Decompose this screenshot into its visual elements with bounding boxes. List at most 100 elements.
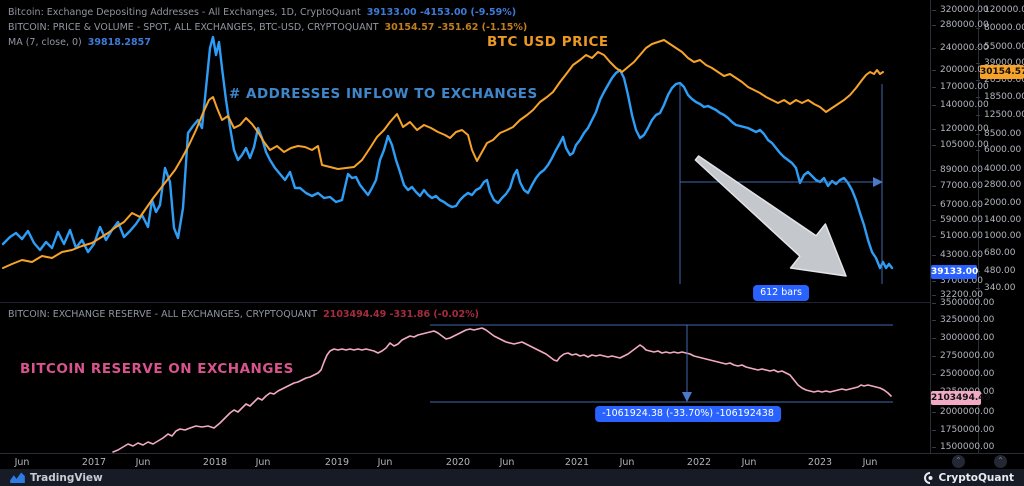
time-axis[interactable]: ⌃ ⌃ Jun 2017 Jun 2018 Jun 2019 Jun 2020 Jun 2021 J… — [0, 453, 1024, 470]
axis-tick-label: 2000.00 — [975, 198, 1022, 208]
axis-tick-label: 51000.00 — [932, 231, 983, 241]
axis-tick-label: 2018 — [202, 457, 228, 468]
measure-arrowhead-icon — [873, 177, 883, 187]
axis-tick-label: Jun — [741, 457, 757, 468]
axis-tick-label: 2021 — [564, 457, 590, 468]
legend-label: BITCOIN: PRICE & VOLUME - SPOT, ALL EXCH… — [8, 22, 379, 33]
legend-value: 39133.00 -4153.00 (-9.59%) — [366, 7, 517, 18]
axis-tick-label: 43000.00 — [932, 250, 983, 260]
scale-collapse-button[interactable]: ⌃ — [952, 455, 965, 468]
axis-tick-label: 12500.00 — [976, 110, 1024, 120]
legend-label: BITCOIN: EXCHANGE RESERVE - ALL EXCHANGE… — [8, 309, 318, 320]
axis-tick-label: 6000.00 — [975, 145, 1022, 155]
addresses-price-scale[interactable]: 320000.00 280000.00 240000.00 200000.00 1700… — [932, 0, 989, 453]
tradingview-brand-label: TradingView — [30, 471, 103, 484]
axis-tick-label: 3500000.00 — [931, 298, 995, 308]
btcusd-price-scale[interactable]: 120000.00 80000.00 55000.00 39000.00 26500.0… — [975, 0, 1024, 453]
axis-tick-label: Jun — [377, 457, 393, 468]
axis-tick-label: Jun — [499, 457, 515, 468]
pane-separator[interactable] — [0, 302, 930, 303]
axis-tick-label: 200000.00 — [932, 65, 989, 75]
legend-label: Bitcoin: Exchange Depositing Addresses -… — [8, 7, 361, 18]
cryptoquant-brand[interactable]: CryptoQuant — [922, 472, 1014, 484]
legend-row-reserve[interactable]: BITCOIN: EXCHANGE RESERVE - ALL EXCHANGE… — [8, 307, 479, 322]
cryptoquant-brand-label: CryptoQuant — [938, 471, 1014, 484]
legend-row-addresses[interactable]: Bitcoin: Exchange Depositing Addresses -… — [8, 5, 527, 20]
measure-range-label[interactable]: -1061924.38 (-33.70%) -106192438 — [595, 406, 781, 422]
axis-tick-label: 3250000.00 — [931, 315, 995, 325]
down-trend-arrow-icon[interactable] — [694, 155, 847, 277]
axis-tick-label: 1750000.00 — [931, 425, 995, 435]
annotation-addresses-inflow[interactable]: # ADDRESSES INFLOW TO EXCHANGES — [229, 86, 538, 102]
scale-collapse-button[interactable]: ⌃ — [994, 455, 1007, 468]
axis-tick-label: Jun — [862, 457, 878, 468]
axis-tick-label: 170000.00 — [932, 82, 989, 92]
tradingview-brand[interactable]: TradingView — [10, 472, 103, 484]
axis-tick-label: 480.00 — [976, 266, 1016, 276]
axis-tick-label: 320000.00 — [932, 5, 989, 15]
cryptoquant-logo-icon — [922, 471, 934, 484]
axis-tick-label: 89000.00 — [932, 165, 983, 175]
axis-tick-label: 77000.00 — [932, 181, 983, 191]
annotation-btc-usd-price[interactable]: BTC USD PRICE — [487, 34, 609, 50]
last-value-tag-reserve: 2103494.49 — [931, 391, 991, 405]
legend-row-ma[interactable]: MA (7, close, 0) 39818.2857 — [8, 35, 527, 50]
axis-tick-label: 120000.00 — [976, 5, 1024, 15]
axis-tick-label: Jun — [619, 457, 635, 468]
axis-tick-label: Jun — [14, 457, 30, 468]
lower-pane-legend: BITCOIN: EXCHANGE RESERVE - ALL EXCHANGE… — [8, 307, 479, 322]
axis-tick-label: 3000000.00 — [931, 333, 995, 343]
measure-bars-label[interactable]: 612 bars — [753, 285, 809, 301]
axis-tick-label: Jun — [255, 457, 271, 468]
axis-tick-label: 140000.00 — [932, 100, 989, 110]
measure-arrowhead-icon — [682, 392, 692, 402]
legend-label: MA (7, close, 0) — [8, 37, 82, 48]
legend-value: 39818.2857 — [87, 37, 151, 48]
axis-tick-label: 2800.00 — [975, 180, 1022, 190]
price-scale-border — [930, 0, 931, 453]
axis-tick-label: 2023 — [807, 457, 833, 468]
axis-tick-label: 105000.00 — [932, 140, 989, 150]
axis-tick-label: 67000.00 — [932, 200, 983, 210]
axis-tick-label: 2500000.00 — [931, 369, 995, 379]
axis-tick-label: Jun — [135, 457, 151, 468]
tradingview-logo-icon — [10, 472, 25, 483]
legend-row-price[interactable]: BITCOIN: PRICE & VOLUME - SPOT, ALL EXCH… — [8, 20, 527, 35]
axis-tick-label: 2020 — [445, 457, 471, 468]
axis-tick-label: 2750000.00 — [931, 351, 995, 361]
axis-tick-label: 120000.00 — [932, 124, 989, 134]
chevron-up-icon: ⌃ — [997, 456, 1004, 465]
axis-tick-label: 32200.00 — [932, 290, 983, 300]
series-line-exchange-reserve[interactable] — [112, 327, 892, 453]
axis-tick-label: 4000.00 — [975, 164, 1022, 174]
reserve-price-scale[interactable]: 3500000.00 3250000.00 3000000.00 2750000.00… — [931, 0, 994, 453]
axis-tick-label: 55000.00 — [976, 42, 1024, 52]
axis-tick-label: 59000.00 — [932, 215, 983, 225]
axis-tick-label: 680.00 — [976, 248, 1016, 258]
legend-value: 2103494.49 -331.86 (-0.02%) — [323, 309, 479, 320]
axis-tick-label: 8500.00 — [975, 129, 1022, 139]
last-value-tag-price: 30154.57 — [980, 65, 1024, 79]
axis-tick-label: 39000.00 — [976, 58, 1024, 68]
series-line-depositing-addresses[interactable] — [1, 35, 894, 270]
axis-tick-label: 340.00 — [976, 283, 1016, 293]
main-pane-legend: Bitcoin: Exchange Depositing Addresses -… — [8, 5, 527, 50]
axis-tick-label: 37000.00 — [932, 276, 983, 286]
axis-tick-label: 2000000.00 — [931, 407, 995, 417]
axis-tick-label: 1400.00 — [975, 215, 1022, 225]
axis-tick-label: 240000.00 — [932, 43, 989, 53]
last-value-tag-addresses: 39133.00 — [931, 265, 979, 279]
axis-tick-label: 2019 — [324, 457, 350, 468]
footer-bar: TradingView CryptoQuant — [0, 469, 1024, 486]
axis-tick-label: 18500.00 — [976, 92, 1024, 102]
axis-tick-label: 2022 — [686, 457, 712, 468]
axis-tick-label: 280000.00 — [932, 20, 989, 30]
legend-value: 30154.57 -351.62 (-1.15%) — [384, 22, 528, 33]
axis-tick-label: 80000.00 — [976, 23, 1024, 33]
axis-tick-label: 26500.00 — [976, 75, 1024, 85]
annotation-bitcoin-reserve[interactable]: BITCOIN RESERVE ON EXCHANGES — [20, 361, 294, 377]
axis-tick-label: 1500000.00 — [931, 442, 995, 452]
series-line-btc-usd-price[interactable] — [2, 39, 884, 269]
